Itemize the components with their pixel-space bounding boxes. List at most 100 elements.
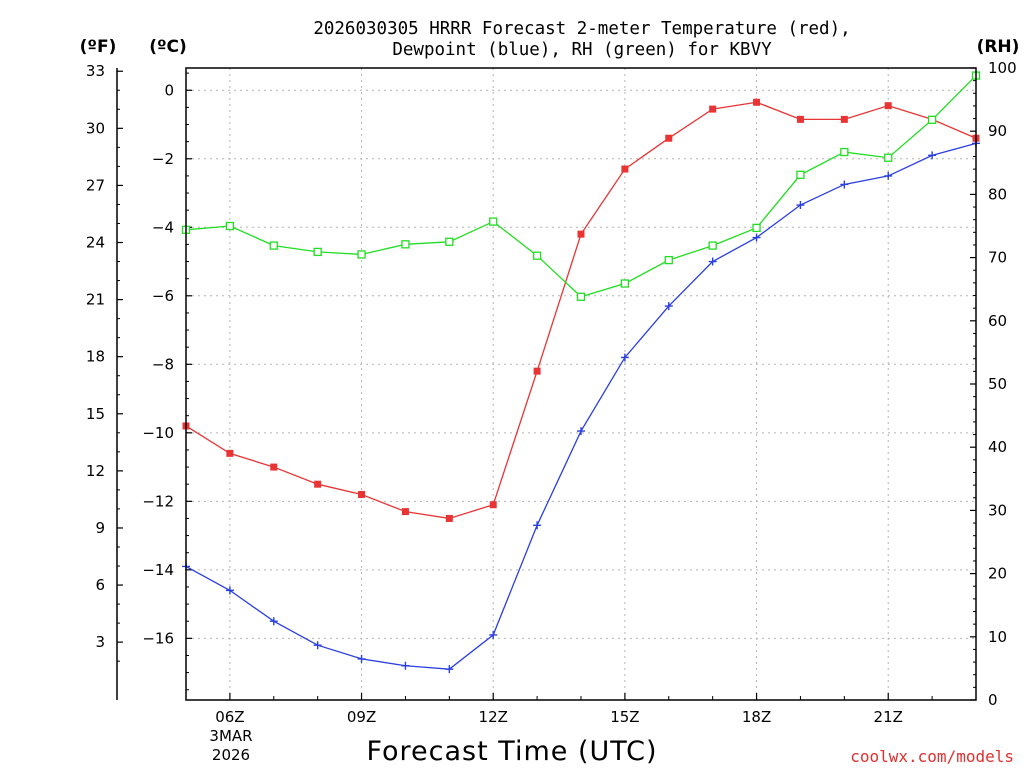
chart-title-line1: 2026030305 HRRR Forecast 2-meter Tempera… bbox=[313, 19, 850, 39]
rh-point bbox=[489, 217, 498, 226]
fahrenheit-tick-label: 18 bbox=[86, 348, 105, 366]
celsius-tick-label: −2 bbox=[152, 150, 174, 168]
temperature-point bbox=[621, 165, 629, 173]
dewpoint-point bbox=[313, 641, 322, 650]
rh-point bbox=[664, 255, 673, 265]
rh-axis: 0 10 20 30 40 50 60 70 80 90 100 bbox=[970, 59, 1017, 709]
temperature-point bbox=[489, 501, 497, 509]
celsius-tick-label: −4 bbox=[152, 218, 174, 236]
temperature-point bbox=[226, 449, 234, 457]
time-tick-label: 09Z bbox=[347, 708, 376, 726]
rh-tick-label: 10 bbox=[988, 628, 1007, 646]
time-tick-label: 15Z bbox=[610, 708, 639, 726]
rh-point bbox=[401, 240, 410, 249]
fahrenheit-tick-label: 12 bbox=[86, 462, 105, 480]
rh-point bbox=[313, 247, 322, 257]
fahrenheit-tick-label: 9 bbox=[95, 519, 105, 537]
dewpoint-point bbox=[225, 586, 234, 595]
rh-tick-label: 0 bbox=[988, 691, 998, 709]
grid-lines bbox=[186, 68, 976, 700]
time-axis: 06Z 09Z 12Z 15Z 18Z 21Z bbox=[185, 693, 977, 726]
dewpoint-point bbox=[533, 521, 542, 530]
rh-point bbox=[357, 250, 366, 259]
rh-point bbox=[576, 292, 586, 301]
dewpoint-point bbox=[357, 654, 366, 663]
dewpoint-point bbox=[664, 302, 673, 311]
time-tick-label: 12Z bbox=[479, 708, 508, 726]
dewpoint-point bbox=[577, 427, 585, 436]
rh-point bbox=[927, 115, 937, 124]
date-label-month: 3MAR bbox=[209, 727, 252, 745]
rh-point bbox=[269, 241, 278, 250]
fahrenheit-tick-label: 6 bbox=[95, 576, 105, 594]
time-tick-label: 06Z bbox=[215, 708, 244, 726]
rh-tick-label: 70 bbox=[988, 249, 1007, 267]
time-tick-label: 21Z bbox=[874, 708, 903, 726]
temperature-point bbox=[709, 105, 717, 113]
x-axis-title: Forecast Time (UTC) bbox=[366, 736, 657, 767]
dewpoint-series-line bbox=[185, 142, 977, 670]
temperature-point bbox=[753, 98, 761, 106]
dewpoint-point bbox=[489, 630, 498, 639]
celsius-tick-label: −8 bbox=[152, 355, 174, 373]
temperature-point bbox=[401, 508, 409, 516]
temperature-point bbox=[314, 480, 322, 488]
temperature-point bbox=[796, 115, 804, 123]
rh-point bbox=[708, 241, 717, 250]
rh-tick-label: 80 bbox=[988, 185, 1007, 203]
temperature-point bbox=[533, 367, 541, 375]
fahrenheit-tick-label: 24 bbox=[86, 234, 105, 252]
dewpoint-point bbox=[708, 257, 717, 266]
rh-tick-label: 50 bbox=[988, 375, 1007, 393]
dewpoint-point bbox=[884, 171, 893, 180]
series-layer bbox=[181, 71, 981, 674]
fahrenheit-tick-label: 15 bbox=[86, 405, 105, 423]
temperature-point bbox=[358, 490, 366, 498]
celsius-tick-label: −10 bbox=[142, 424, 174, 442]
rh-point bbox=[620, 279, 630, 288]
celsius-tick-label: −16 bbox=[142, 629, 174, 647]
rh-tick-label: 30 bbox=[988, 501, 1007, 519]
date-label-year: 2026 bbox=[212, 746, 250, 764]
rh-point bbox=[884, 153, 893, 162]
rh-point bbox=[752, 223, 761, 233]
chart-title-line2: Dewpoint (blue), RH (green) for KBVY bbox=[392, 40, 772, 60]
rh-tick-label: 60 bbox=[988, 312, 1007, 330]
celsius-tick-label: 0 bbox=[164, 81, 174, 99]
rh-point bbox=[840, 147, 849, 157]
celsius-tick-label: −14 bbox=[142, 561, 174, 579]
dewpoint-point bbox=[752, 233, 761, 242]
time-tick-label: 18Z bbox=[742, 708, 771, 726]
rh-tick-label: 100 bbox=[988, 59, 1017, 77]
temperature-point bbox=[665, 134, 673, 142]
fahrenheit-tick-label: 30 bbox=[86, 119, 105, 137]
fahrenheit-axis: 33 30 27 24 21 18 15 12 9 6 3 bbox=[86, 62, 123, 700]
temperature-point bbox=[577, 230, 585, 238]
fahrenheit-tick-label: 27 bbox=[86, 176, 105, 194]
dewpoint-point bbox=[445, 665, 454, 674]
rh-tick-label: 40 bbox=[988, 438, 1007, 456]
dewpoint-point bbox=[620, 353, 629, 362]
temperature-point bbox=[884, 102, 892, 110]
celsius-tick-label: −6 bbox=[152, 287, 174, 305]
dewpoint-point bbox=[796, 201, 805, 210]
plot-frame bbox=[185, 67, 977, 701]
rh-point bbox=[796, 170, 805, 179]
celsius-axis: 0 −2 −4 −6 −8 −10 −12 −14 −16 bbox=[142, 72, 192, 691]
dewpoint-point bbox=[269, 617, 278, 626]
fahrenheit-unit-label: (ºF) bbox=[80, 37, 117, 57]
rh-point bbox=[445, 237, 454, 246]
dewpoint-point bbox=[401, 661, 410, 670]
rh-tick-label: 20 bbox=[988, 565, 1007, 583]
rh-series-line bbox=[185, 75, 977, 298]
fahrenheit-tick-label: 21 bbox=[86, 291, 105, 309]
rh-point bbox=[532, 251, 542, 260]
celsius-unit-label: (ºC) bbox=[149, 37, 187, 57]
dewpoint-point bbox=[840, 180, 849, 189]
dewpoint-point bbox=[928, 151, 937, 160]
rh-tick-label: 90 bbox=[988, 122, 1007, 140]
temperature-series-line bbox=[185, 101, 977, 520]
temperature-point bbox=[270, 463, 278, 471]
fahrenheit-tick-label: 33 bbox=[86, 62, 105, 80]
